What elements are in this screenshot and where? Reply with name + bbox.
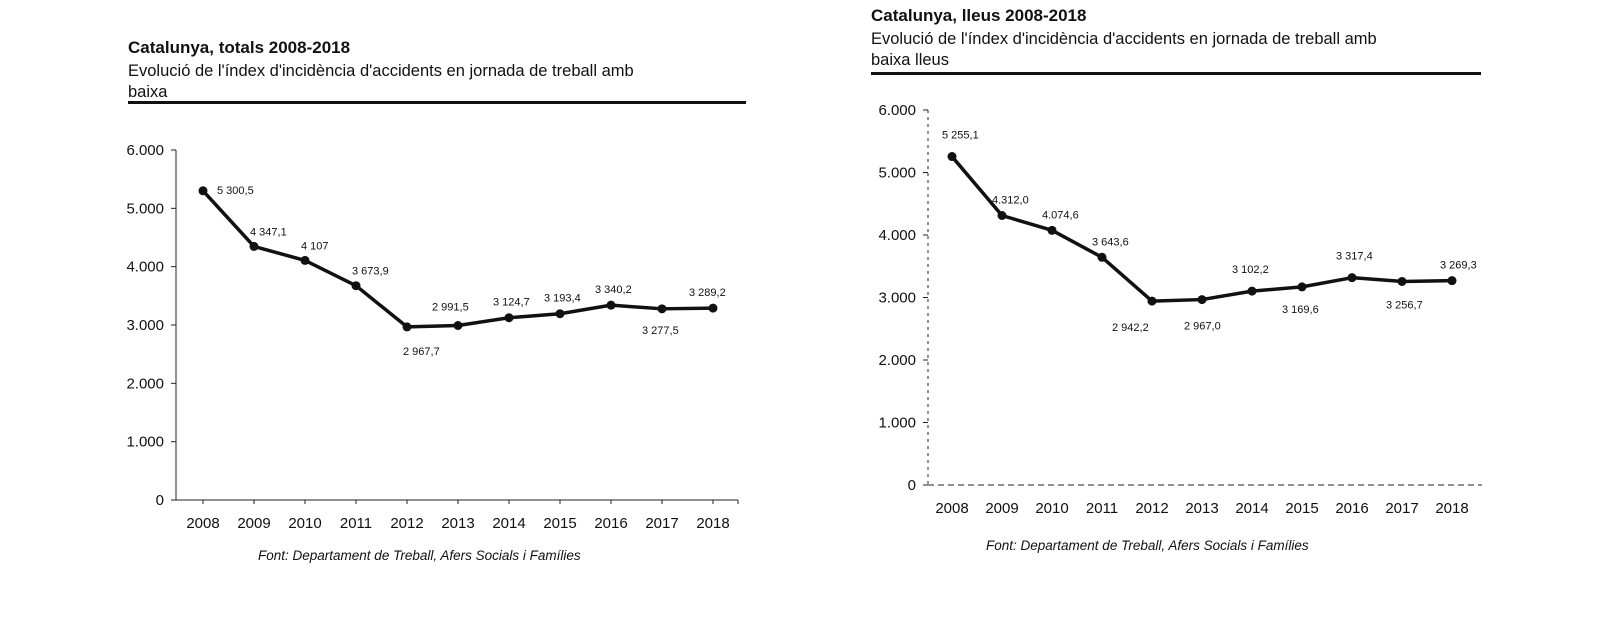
data-point: [1447, 276, 1457, 286]
series-line: [950, 155, 1453, 303]
x-tick-label: 2012: [1135, 500, 1168, 517]
data-point: [351, 281, 361, 291]
title-rule-totals: [128, 101, 746, 104]
data-point: [1297, 282, 1307, 292]
data-label: 4 347,1: [250, 226, 287, 238]
y-tick-label: 2.000: [126, 375, 164, 392]
chart-source-totals: Font: Departament de Treball, Afers Soci…: [258, 548, 581, 563]
x-tick-label: 2011: [340, 515, 372, 532]
x-tick-label: 2009: [985, 500, 1018, 517]
data-label: 3 169,6: [1282, 304, 1319, 316]
chart-title-lleus: Catalunya, lleus 2008-2018: [871, 6, 1087, 25]
data-label: 3 102,2: [1232, 264, 1269, 276]
y-tick-label: 4.000: [878, 227, 916, 244]
data-point: [1097, 252, 1107, 262]
x-tick-label: 2012: [390, 515, 423, 532]
chart-source-lleus: Font: Departament de Treball, Afers Soci…: [986, 538, 1309, 553]
y-tick-label: 3.000: [878, 290, 916, 307]
chart-subtitle-totals: Evolució de l'índex d'incidència d'accid…: [128, 62, 634, 101]
x-tick-label: 2008: [935, 500, 968, 517]
y-tick-label: 6.000: [878, 102, 916, 119]
data-point: [657, 304, 667, 314]
data-point: [555, 309, 565, 319]
data-point: [1047, 225, 1057, 235]
data-point: [947, 152, 957, 162]
x-tick-label: 2015: [543, 515, 576, 532]
data-label: 3 317,4: [1336, 251, 1373, 263]
data-label: 3 124,7: [493, 297, 530, 309]
y-tick-label: 2.000: [878, 352, 916, 369]
x-tick-label: 2009: [237, 515, 270, 532]
data-label: 5 300,5: [217, 185, 254, 197]
x-tick-label: 2010: [288, 515, 321, 532]
data-point: [606, 300, 616, 310]
chart-title-totals: Catalunya, totals 2008-2018: [128, 38, 351, 57]
data-label: 4 107: [301, 240, 329, 252]
x-tick-label: 2014: [1235, 500, 1268, 517]
x-tick-label: 2008: [186, 515, 219, 532]
x-tick-label: 2010: [1035, 500, 1068, 517]
data-label: 2 967,7: [403, 346, 440, 358]
data-label: 4.074,6: [1042, 209, 1079, 221]
x-tick-label: 2016: [1335, 500, 1368, 517]
title-rule-lleus: [871, 72, 1481, 75]
x-tick-label: 2013: [1185, 500, 1218, 517]
data-point: [1397, 276, 1407, 286]
data-label: 3 643,6: [1092, 236, 1129, 248]
x-tick-label: 2017: [645, 515, 678, 532]
line-chart-lleus: 0 1.000 2.000 3.000 4.000 5.000 6.000 2008 2009 2…: [878, 102, 1482, 517]
line-chart-totals: 0 1.000 2.000 3.000 4.000 5.000 6.000 2008 2009 2…: [126, 142, 739, 532]
x-tick-label: 2018: [696, 515, 729, 532]
data-point: [453, 320, 463, 330]
x-tick-label: 2018: [1435, 500, 1468, 517]
y-tick-label: 6.000: [126, 142, 164, 159]
data-label: 4.312,0: [992, 195, 1029, 207]
y-tick-label: 0: [908, 477, 916, 494]
y-tick-label: 1.000: [878, 415, 916, 432]
x-tick-label: 2017: [1385, 500, 1418, 517]
x-tick-label: 2013: [441, 515, 474, 532]
data-label: 2 942,2: [1112, 322, 1149, 334]
y-tick-label: 5.000: [878, 165, 916, 182]
y-tick-label: 0: [156, 492, 164, 509]
data-point: [402, 322, 412, 332]
data-label: 2 967,0: [1184, 321, 1221, 333]
chart-subtitle-lleus: Evolució de l'índex d'incidència d'accid…: [871, 30, 1377, 69]
data-label: 3 269,3: [1440, 260, 1477, 272]
data-point: [708, 303, 718, 313]
data-point: [1247, 286, 1257, 296]
data-label: 2 991,5: [432, 301, 469, 313]
data-label: 3 340,2: [595, 284, 632, 296]
data-point: [249, 241, 259, 251]
data-point: [300, 255, 310, 265]
data-point: [1147, 296, 1157, 306]
x-tick-label: 2016: [594, 515, 627, 532]
data-point: [997, 211, 1007, 220]
data-point: [1347, 273, 1357, 283]
x-tick-label: 2015: [1285, 500, 1318, 517]
data-label: 5 255,1: [942, 130, 979, 142]
data-point: [1197, 295, 1207, 305]
data-label: 3 277,5: [642, 325, 679, 337]
data-label: 3 193,4: [544, 293, 581, 305]
data-label: 3 673,9: [352, 266, 389, 278]
y-tick-label: 5.000: [126, 200, 164, 217]
data-point: [198, 186, 208, 196]
data-point: [504, 313, 514, 323]
data-label: 3 256,7: [1386, 299, 1423, 311]
y-tick-label: 3.000: [126, 317, 164, 334]
y-tick-label: 1.000: [126, 434, 164, 451]
x-tick-label: 2011: [1086, 500, 1118, 517]
data-label: 3 289,2: [689, 287, 726, 299]
y-tick-label: 4.000: [126, 259, 164, 276]
x-tick-label: 2014: [492, 515, 525, 532]
